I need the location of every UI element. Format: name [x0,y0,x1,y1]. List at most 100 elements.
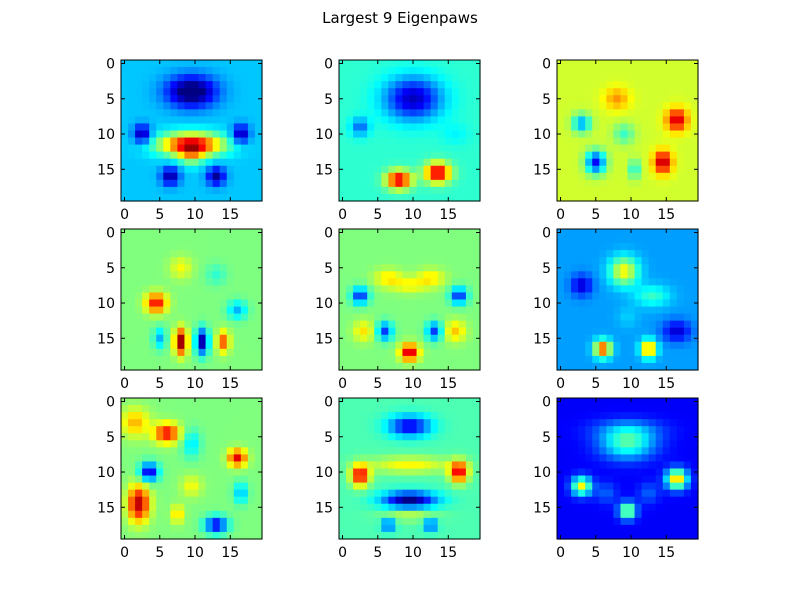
heatmap-cell [669,503,678,512]
heatmap-cell [683,440,692,448]
heatmap-cell [648,496,657,505]
heatmap-cell [620,144,629,153]
heatmap-cell [233,116,242,125]
heatmap-cell [381,109,389,117]
heatmap-cell [149,341,157,350]
heatmap-cell [388,264,396,272]
y-tick-label: 0 [324,57,333,73]
heatmap-cell [353,116,361,125]
heatmap-cell [128,454,136,463]
heatmap-cell [669,74,678,82]
heatmap-cell [430,334,439,343]
heatmap-cell [135,151,143,160]
heatmap-cell [339,285,347,294]
heatmap-cell [423,398,432,406]
heatmap-cell [360,447,368,455]
heatmap-cell [381,229,389,237]
heatmap-cell [458,405,467,413]
heatmap-cell [346,250,354,258]
heatmap-cell [121,123,129,132]
heatmap-cell [599,412,607,420]
heatmap-cell [254,426,263,434]
axes-frame [120,228,263,371]
heatmap-cell [409,130,418,139]
heatmap-cell [219,229,228,237]
heatmap-cell [240,440,249,448]
heatmap-cell [135,510,143,519]
heatmap-cell [585,243,593,251]
heatmap-cell [205,426,214,434]
heatmap-cell [599,250,607,258]
heatmap-cell [142,250,150,258]
heatmap-cell [416,348,425,357]
heatmap-cell [367,362,375,371]
heatmap-cell [205,454,214,463]
heatmap-cell [564,116,572,125]
heatmap-cell [458,95,467,103]
heatmap-cell [205,468,214,477]
heatmap-cell [409,186,418,195]
heatmap-cell [472,348,481,357]
heatmap-cell [437,236,446,244]
heatmap-cell [212,510,221,519]
heatmap-cell [592,285,600,294]
heatmap-cell [247,489,256,498]
heatmap-cell [465,412,474,420]
heatmap-cell [388,144,396,153]
heatmap-cell [374,123,382,132]
heatmap-cell [571,144,579,153]
heatmap-cell [177,172,186,181]
heatmap-cell [346,475,354,484]
heatmap-cell [367,454,375,463]
heatmap-cell [254,362,263,371]
heatmap-cell [128,109,136,117]
heatmap-cell [381,67,389,75]
heatmap-cell [226,355,235,364]
heatmap-cell [156,327,164,336]
heatmap-cell [613,433,622,441]
heatmap-cell [170,193,178,202]
heatmap-cell [557,67,565,75]
heatmap-cell [627,447,636,455]
heatmap-cell [142,461,150,470]
heatmap-cell [205,116,214,125]
x-tick-label: 15 [439,376,457,392]
heatmap-cell [606,123,614,132]
heatmap-cell [676,517,685,526]
y-tick-label: 5 [542,92,551,108]
heatmap-cell [177,257,186,265]
heatmap-cell [606,524,614,533]
heatmap-cell [170,271,178,279]
heatmap-cell [381,74,389,82]
heatmap-cell [683,320,692,329]
heatmap-cell [613,362,622,371]
heatmap-cell [585,165,593,174]
heatmap-cell [346,517,354,526]
heatmap-cell [233,405,242,413]
heatmap-cell [339,271,347,279]
heatmap-cell [648,158,657,167]
heatmap-cell [142,398,150,406]
heatmap-cell [648,144,657,153]
heatmap-cell [219,313,228,322]
heatmap-cell [219,299,228,308]
heatmap-cell [578,67,586,75]
heatmap-cell [451,454,460,463]
heatmap-cell [451,419,460,427]
heatmap-cell [402,362,411,371]
heatmap-cell [367,461,375,470]
heatmap-cell [465,475,474,484]
heatmap-cell [367,278,375,286]
heatmap-cell [613,158,622,167]
heatmap-cell [233,461,242,470]
heatmap-cell [374,67,382,75]
heatmap-cell [163,419,171,427]
heatmap-cell [346,440,354,448]
heatmap-cell [669,482,678,491]
heatmap-cell [662,454,671,463]
heatmap-cell [339,482,347,491]
heatmap-cell [128,250,136,258]
heatmap-cell [233,313,242,322]
heatmap-cell [416,95,425,103]
y-tick-label: 5 [324,92,333,108]
